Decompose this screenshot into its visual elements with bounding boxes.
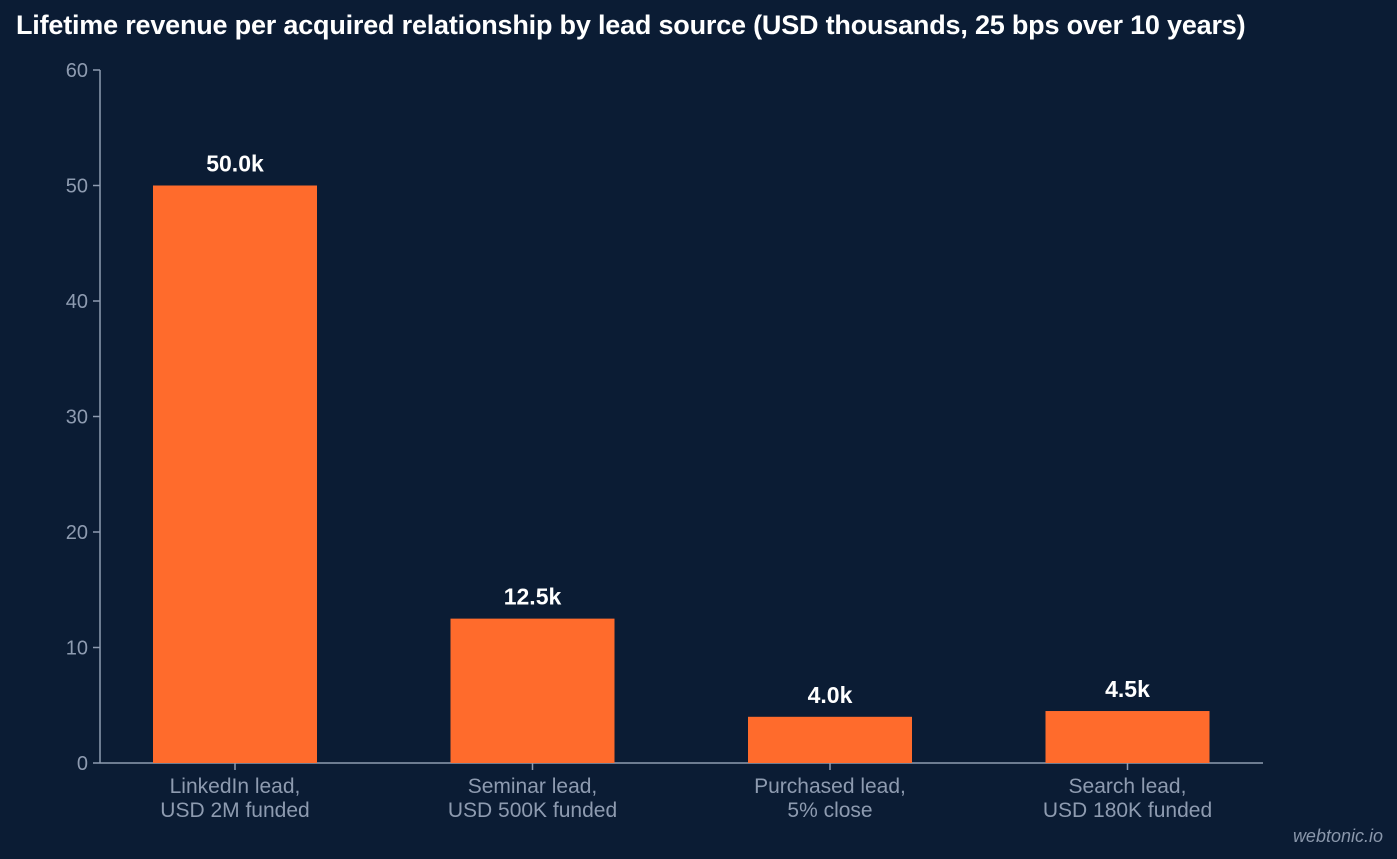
- x-tick-label: USD 2M funded: [160, 799, 309, 822]
- bar-value-label: 4.0k: [808, 682, 853, 708]
- bar: [450, 618, 615, 763]
- x-tick-label: Seminar lead,: [468, 775, 598, 798]
- x-tick-label: USD 180K funded: [1043, 799, 1212, 822]
- bar-value-label: 12.5k: [504, 584, 562, 610]
- y-tick-label: 0: [77, 753, 88, 775]
- bar: [1045, 711, 1210, 763]
- y-tick-label: 10: [66, 638, 88, 660]
- y-tick-label: 60: [66, 60, 88, 82]
- x-tick-label: 5% close: [787, 799, 872, 822]
- y-axis: 0 10 20 30 40 50 60: [66, 60, 101, 775]
- x-tick-label: LinkedIn lead,: [170, 775, 301, 798]
- bar-value-label: 4.5k: [1105, 676, 1150, 702]
- y-tick-label: 40: [66, 291, 88, 313]
- bar: [153, 185, 317, 763]
- x-tick-label: Purchased lead,: [754, 775, 906, 798]
- value-labels: 50.0k 12.5k 4.0k 4.5k: [206, 151, 1150, 708]
- chart-title: Lifetime revenue per acquired relationsh…: [16, 10, 1246, 40]
- bar: [748, 716, 912, 763]
- y-tick-label: 20: [66, 522, 88, 544]
- bar-value-label: 50.0k: [206, 151, 264, 177]
- x-tick-label: USD 500K funded: [448, 799, 617, 822]
- x-axis: [100, 762, 1263, 770]
- bars: [153, 185, 1210, 763]
- watermark: webtonic.io: [1292, 826, 1383, 846]
- y-tick-label: 50: [66, 176, 88, 198]
- x-tick-label: Search lead,: [1069, 775, 1187, 798]
- category-labels: LinkedIn lead,USD 2M funded Seminar lead,…: [160, 775, 1212, 822]
- y-tick-label: 30: [66, 407, 88, 429]
